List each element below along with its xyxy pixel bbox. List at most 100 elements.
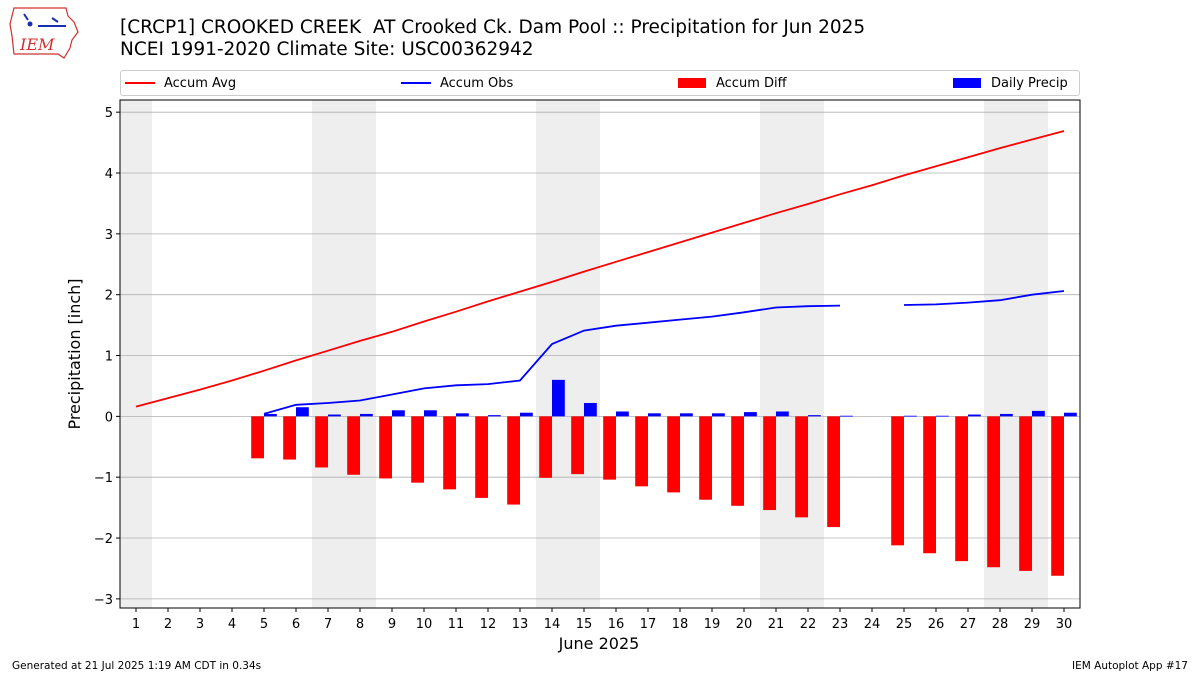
x-tick-label: 27: [960, 617, 977, 632]
daily-precip-bar: [520, 412, 533, 417]
accum-diff-bar: [827, 416, 840, 528]
accum-diff-bar: [923, 416, 936, 554]
accum-diff-bar: [251, 416, 264, 459]
accum-diff-bar: [891, 416, 904, 546]
weekend-band: [312, 100, 344, 608]
x-tick-label: 28: [992, 617, 1009, 632]
gridlines: [120, 111, 1080, 600]
x-tick-label: 29: [1024, 617, 1041, 632]
legend-label-accum-avg: Accum Avg: [164, 75, 237, 91]
daily-precip-bar: [936, 415, 949, 417]
x-tick-label: 24: [864, 617, 881, 632]
x-tick-label: 16: [608, 617, 625, 632]
y-tick-label: −3: [94, 593, 113, 608]
x-tick-label: 13: [512, 617, 529, 632]
y-tick-label: 3: [105, 228, 113, 243]
y-tick-label: 4: [105, 167, 113, 182]
accum-diff-bar: [699, 416, 712, 500]
legend-label-daily-precip: Daily Precip: [991, 75, 1068, 91]
accum-diff-bar: [379, 416, 392, 479]
legend-item-daily-precip: Daily Precip: [953, 74, 1068, 92]
accum-diff-bar: [1019, 416, 1032, 571]
x-tick-label: 6: [292, 617, 300, 632]
x-tick-label: 4: [228, 617, 236, 632]
x-tick-label: 25: [896, 617, 913, 632]
y-tick-label: −2: [94, 532, 113, 547]
accum-diff-bar: [283, 416, 296, 460]
accum-diff-bar: [603, 416, 616, 480]
daily-precip-bar: [264, 413, 277, 417]
accum-diff-bar: [987, 416, 1000, 568]
x-tick-label: 15: [576, 617, 593, 632]
x-tick-label: 17: [640, 617, 657, 632]
x-tick-label: 21: [768, 617, 785, 632]
daily-precip-bar: [488, 415, 501, 417]
accum-diff-bar: [1051, 416, 1064, 576]
x-tick-label: 23: [832, 617, 849, 632]
logo-text: IEM: [19, 35, 55, 54]
accum-diff-bar: [539, 416, 552, 478]
daily-precip-bar: [328, 414, 341, 417]
accum-obs-line: [263, 304, 841, 415]
generated-timestamp: Generated at 21 Jul 2025 1:19 AM CDT in …: [12, 660, 262, 672]
accum-diff-bar: [667, 416, 680, 493]
plot-frame: [119, 99, 1081, 609]
y-tick-label: 0: [105, 410, 113, 425]
daily-precip-bar: [456, 413, 469, 417]
daily-precip-bar: [808, 415, 821, 417]
x-tick-label: 5: [260, 617, 268, 632]
weekend-band: [536, 100, 568, 608]
legend-swatch-accum-obs: [401, 82, 431, 84]
bar-series: [251, 379, 1077, 576]
y-tick-label: 5: [105, 106, 113, 121]
legend-item-accum-avg: Accum Avg: [125, 74, 236, 92]
x-tick-label: 7: [324, 617, 332, 632]
x-tick-label: 14: [544, 617, 561, 632]
accum-diff-bar: [443, 416, 456, 490]
line-series: [135, 130, 1065, 415]
daily-precip-bar: [1032, 410, 1045, 417]
accum-diff-bar: [635, 416, 648, 487]
daily-precip-bar: [296, 407, 309, 417]
daily-precip-bar: [744, 412, 757, 417]
daily-precip-bar: [552, 379, 565, 417]
weekend-band: [1016, 100, 1048, 608]
accum-diff-bar: [763, 416, 776, 511]
x-tick-label: 1: [132, 617, 140, 632]
daily-precip-bar: [584, 402, 597, 417]
daily-precip-bar: [1064, 412, 1077, 417]
legend-label-accum-obs: Accum Obs: [440, 75, 514, 91]
accum-diff-bar: [411, 416, 424, 483]
weekend-band: [568, 100, 600, 608]
x-axis-label: June 2025: [558, 634, 640, 653]
x-tick-label: 11: [448, 617, 465, 632]
x-tick-label: 3: [196, 617, 204, 632]
chart-title: [CRCP1] CROOKED CREEK AT Crooked Ck. Dam…: [120, 17, 866, 38]
weekend-band: [760, 100, 792, 608]
weekend-band: [120, 100, 152, 608]
x-tick-label: 2: [164, 617, 172, 632]
daily-precip-bar: [712, 413, 725, 417]
weekend-band: [984, 100, 1016, 608]
daily-precip-bar: [616, 411, 629, 417]
daily-precip-bar: [968, 414, 981, 417]
accum-diff-bar: [315, 416, 328, 468]
legend-label-accum-diff: Accum Diff: [716, 75, 787, 91]
x-tick-label: 8: [356, 617, 364, 632]
weekend-bands: [120, 100, 1048, 608]
daily-precip-bar: [840, 415, 853, 417]
weekend-band: [792, 100, 824, 608]
y-tick-label: 1: [105, 350, 113, 365]
accum-diff-bar: [795, 416, 808, 518]
accum-avg-line: [135, 130, 1065, 408]
x-tick-label: 30: [1056, 617, 1073, 632]
legend-swatch-daily-precip: [953, 78, 981, 88]
x-tick-label: 10: [416, 617, 433, 632]
y-axis-label: Precipitation [inch]: [65, 278, 84, 429]
daily-precip-bar: [680, 413, 693, 417]
legend-item-accum-obs: Accum Obs: [401, 74, 513, 92]
daily-precip-bar: [360, 413, 373, 417]
chart-subtitle: NCEI 1991-2020 Climate Site: USC00362942: [120, 39, 534, 60]
